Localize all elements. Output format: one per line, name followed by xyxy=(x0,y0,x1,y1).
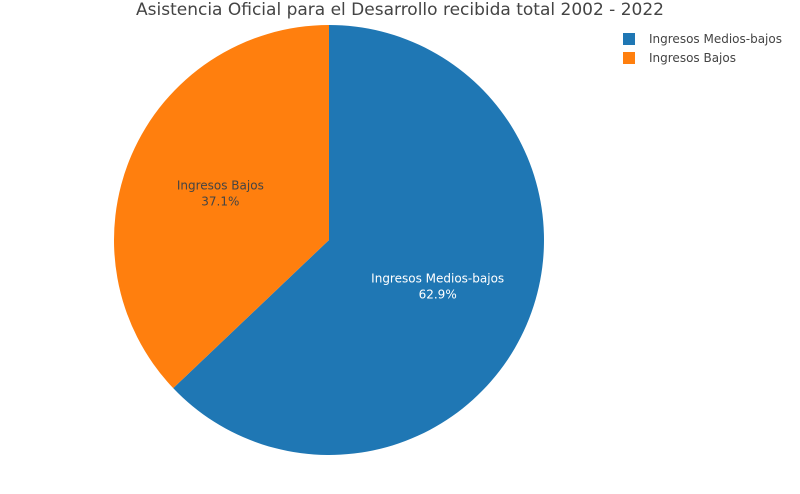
pie-labels: Ingresos Medios-bajos 62.9% Ingresos Bajos… xyxy=(177,178,504,301)
pie-slice-0[interactable] xyxy=(173,25,544,455)
legend-swatch-0[interactable] xyxy=(623,33,635,45)
slice-label-0: Ingresos Medios-bajos xyxy=(371,272,504,286)
chart-title: Asistencia Oficial para el Desarrollo re… xyxy=(136,0,664,20)
legend-swatch-1[interactable] xyxy=(623,52,635,64)
legend-label-0[interactable]: Ingresos Medios-bajos xyxy=(649,32,782,46)
slice-percent-1: 37.1% xyxy=(201,194,239,208)
legend: Ingresos Medios-bajos Ingresos Bajos xyxy=(623,32,782,65)
slice-percent-0: 62.9% xyxy=(419,288,457,302)
legend-label-1[interactable]: Ingresos Bajos xyxy=(649,51,736,65)
slice-label-1: Ingresos Bajos xyxy=(177,178,264,192)
pie-slices xyxy=(113,24,544,455)
pie-slice-1[interactable] xyxy=(113,24,330,389)
